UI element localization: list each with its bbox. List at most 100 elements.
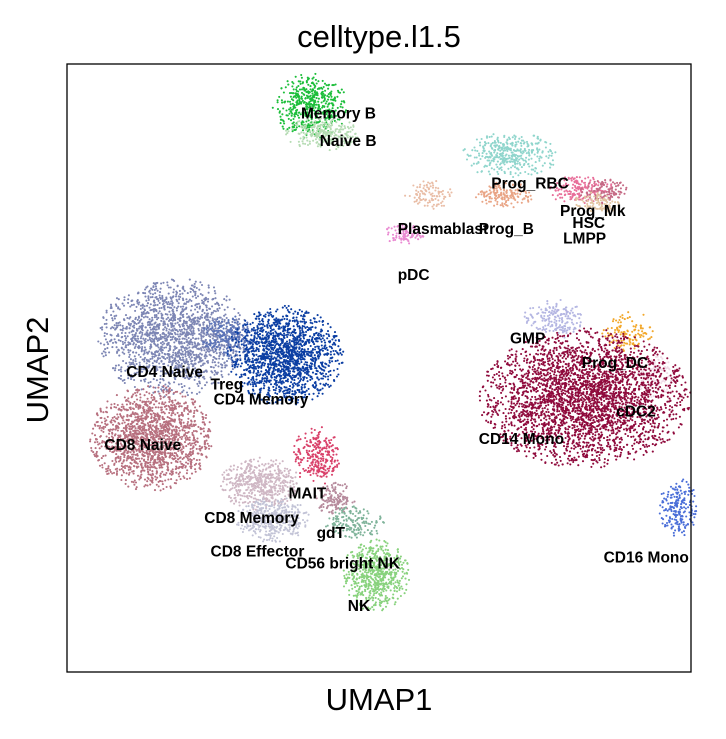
scatter-point <box>658 432 661 436</box>
scatter-point <box>596 192 599 195</box>
scatter-point <box>512 402 516 405</box>
scatter-point <box>576 180 579 183</box>
scatter-point <box>498 409 501 412</box>
scatter-point <box>554 337 557 341</box>
scatter-point <box>680 399 684 402</box>
scatter-point <box>652 348 655 351</box>
scatter-point <box>628 383 631 386</box>
scatter-point <box>570 459 573 462</box>
scatter-point <box>426 201 430 204</box>
scatter-point <box>615 391 618 394</box>
scatter-point <box>594 332 597 335</box>
scatter-point <box>647 395 650 398</box>
scatter-point <box>588 182 591 185</box>
scatter-point <box>515 402 519 405</box>
scatter-point <box>582 454 585 458</box>
scatter-point <box>599 194 602 197</box>
scatter-point <box>525 410 528 414</box>
scatter-point <box>558 382 561 386</box>
scatter-point <box>500 427 503 430</box>
scatter-point <box>501 396 504 399</box>
scatter-point <box>435 195 439 198</box>
scatter-point <box>596 196 599 199</box>
scatter-point <box>576 374 579 377</box>
scatter-point <box>620 348 623 351</box>
scatter-point <box>620 331 623 334</box>
scatter-point <box>555 397 558 401</box>
scatter-point <box>309 110 313 113</box>
scatter-point <box>614 335 617 338</box>
scatter-point <box>522 386 525 389</box>
scatter-point <box>312 107 315 110</box>
scatter-point <box>347 127 350 130</box>
scatter-point <box>300 97 303 100</box>
scatter-point <box>503 160 506 163</box>
scatter-point <box>391 233 395 236</box>
scatter-point <box>299 82 302 85</box>
scatter-point <box>670 418 673 421</box>
scatter-point <box>571 423 574 427</box>
scatter-point <box>296 99 299 102</box>
scatter-point <box>514 135 517 138</box>
scatter-point <box>645 348 649 352</box>
scatter-point <box>585 340 588 344</box>
scatter-point <box>423 204 426 207</box>
scatter-point <box>611 336 614 339</box>
scatter-point <box>601 332 604 335</box>
scatter-point <box>592 462 595 465</box>
scatter-point <box>672 379 675 382</box>
scatter-point <box>569 190 572 193</box>
scatter-point <box>556 194 559 197</box>
scatter-point <box>552 405 555 408</box>
scatter-point <box>539 419 543 422</box>
scatter-point <box>507 400 510 403</box>
scatter-point <box>672 431 675 434</box>
scatter-point <box>292 117 295 121</box>
scatter-point <box>476 171 479 174</box>
scatter-point <box>498 371 501 374</box>
scatter-point <box>413 200 416 203</box>
scatter-point <box>641 395 644 399</box>
scatter-point <box>556 461 559 464</box>
scatter-point <box>338 91 342 94</box>
scatter-point <box>603 448 606 452</box>
scatter-point <box>669 379 673 382</box>
scatter-point <box>553 425 556 428</box>
scatter-point <box>426 186 429 189</box>
scatter-point <box>570 318 573 321</box>
scatter-point <box>315 131 318 134</box>
scatter-point <box>327 137 330 140</box>
scatter-point <box>678 374 681 377</box>
scatter-point <box>506 354 509 357</box>
scatter-point <box>592 439 595 442</box>
scatter-point <box>566 335 569 338</box>
scatter-point <box>530 157 533 160</box>
scatter-point <box>527 145 530 148</box>
scatter-point <box>659 386 662 389</box>
scatter-point <box>580 179 583 182</box>
scatter-point <box>656 355 659 358</box>
scatter-point <box>560 193 563 196</box>
scatter-point <box>635 324 638 327</box>
scatter-point <box>647 376 650 379</box>
scatter-point <box>487 193 490 196</box>
scatter-point <box>597 437 600 440</box>
scatter-point <box>507 167 510 170</box>
scatter-point <box>505 385 508 388</box>
scatter-point <box>510 405 513 408</box>
scatter-point <box>393 225 396 228</box>
scatter-point <box>300 95 303 98</box>
scatter-point <box>648 363 651 366</box>
scatter-point <box>291 102 294 105</box>
scatter-point <box>326 126 329 129</box>
scatter-point <box>278 110 281 113</box>
scatter-point <box>431 195 434 198</box>
scatter-point <box>286 128 289 131</box>
scatter-point <box>588 333 591 336</box>
scatter-point <box>597 441 600 444</box>
scatter-point <box>606 349 609 352</box>
scatter-point <box>305 81 308 84</box>
scatter-point <box>496 399 500 403</box>
scatter-point <box>560 403 563 406</box>
scatter-point <box>313 91 316 94</box>
